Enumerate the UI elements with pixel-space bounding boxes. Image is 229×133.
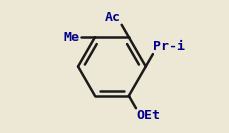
Text: OEt: OEt <box>136 109 161 122</box>
Text: Me: Me <box>64 31 80 44</box>
Text: Ac: Ac <box>105 11 121 24</box>
Text: Pr-i: Pr-i <box>153 40 185 53</box>
